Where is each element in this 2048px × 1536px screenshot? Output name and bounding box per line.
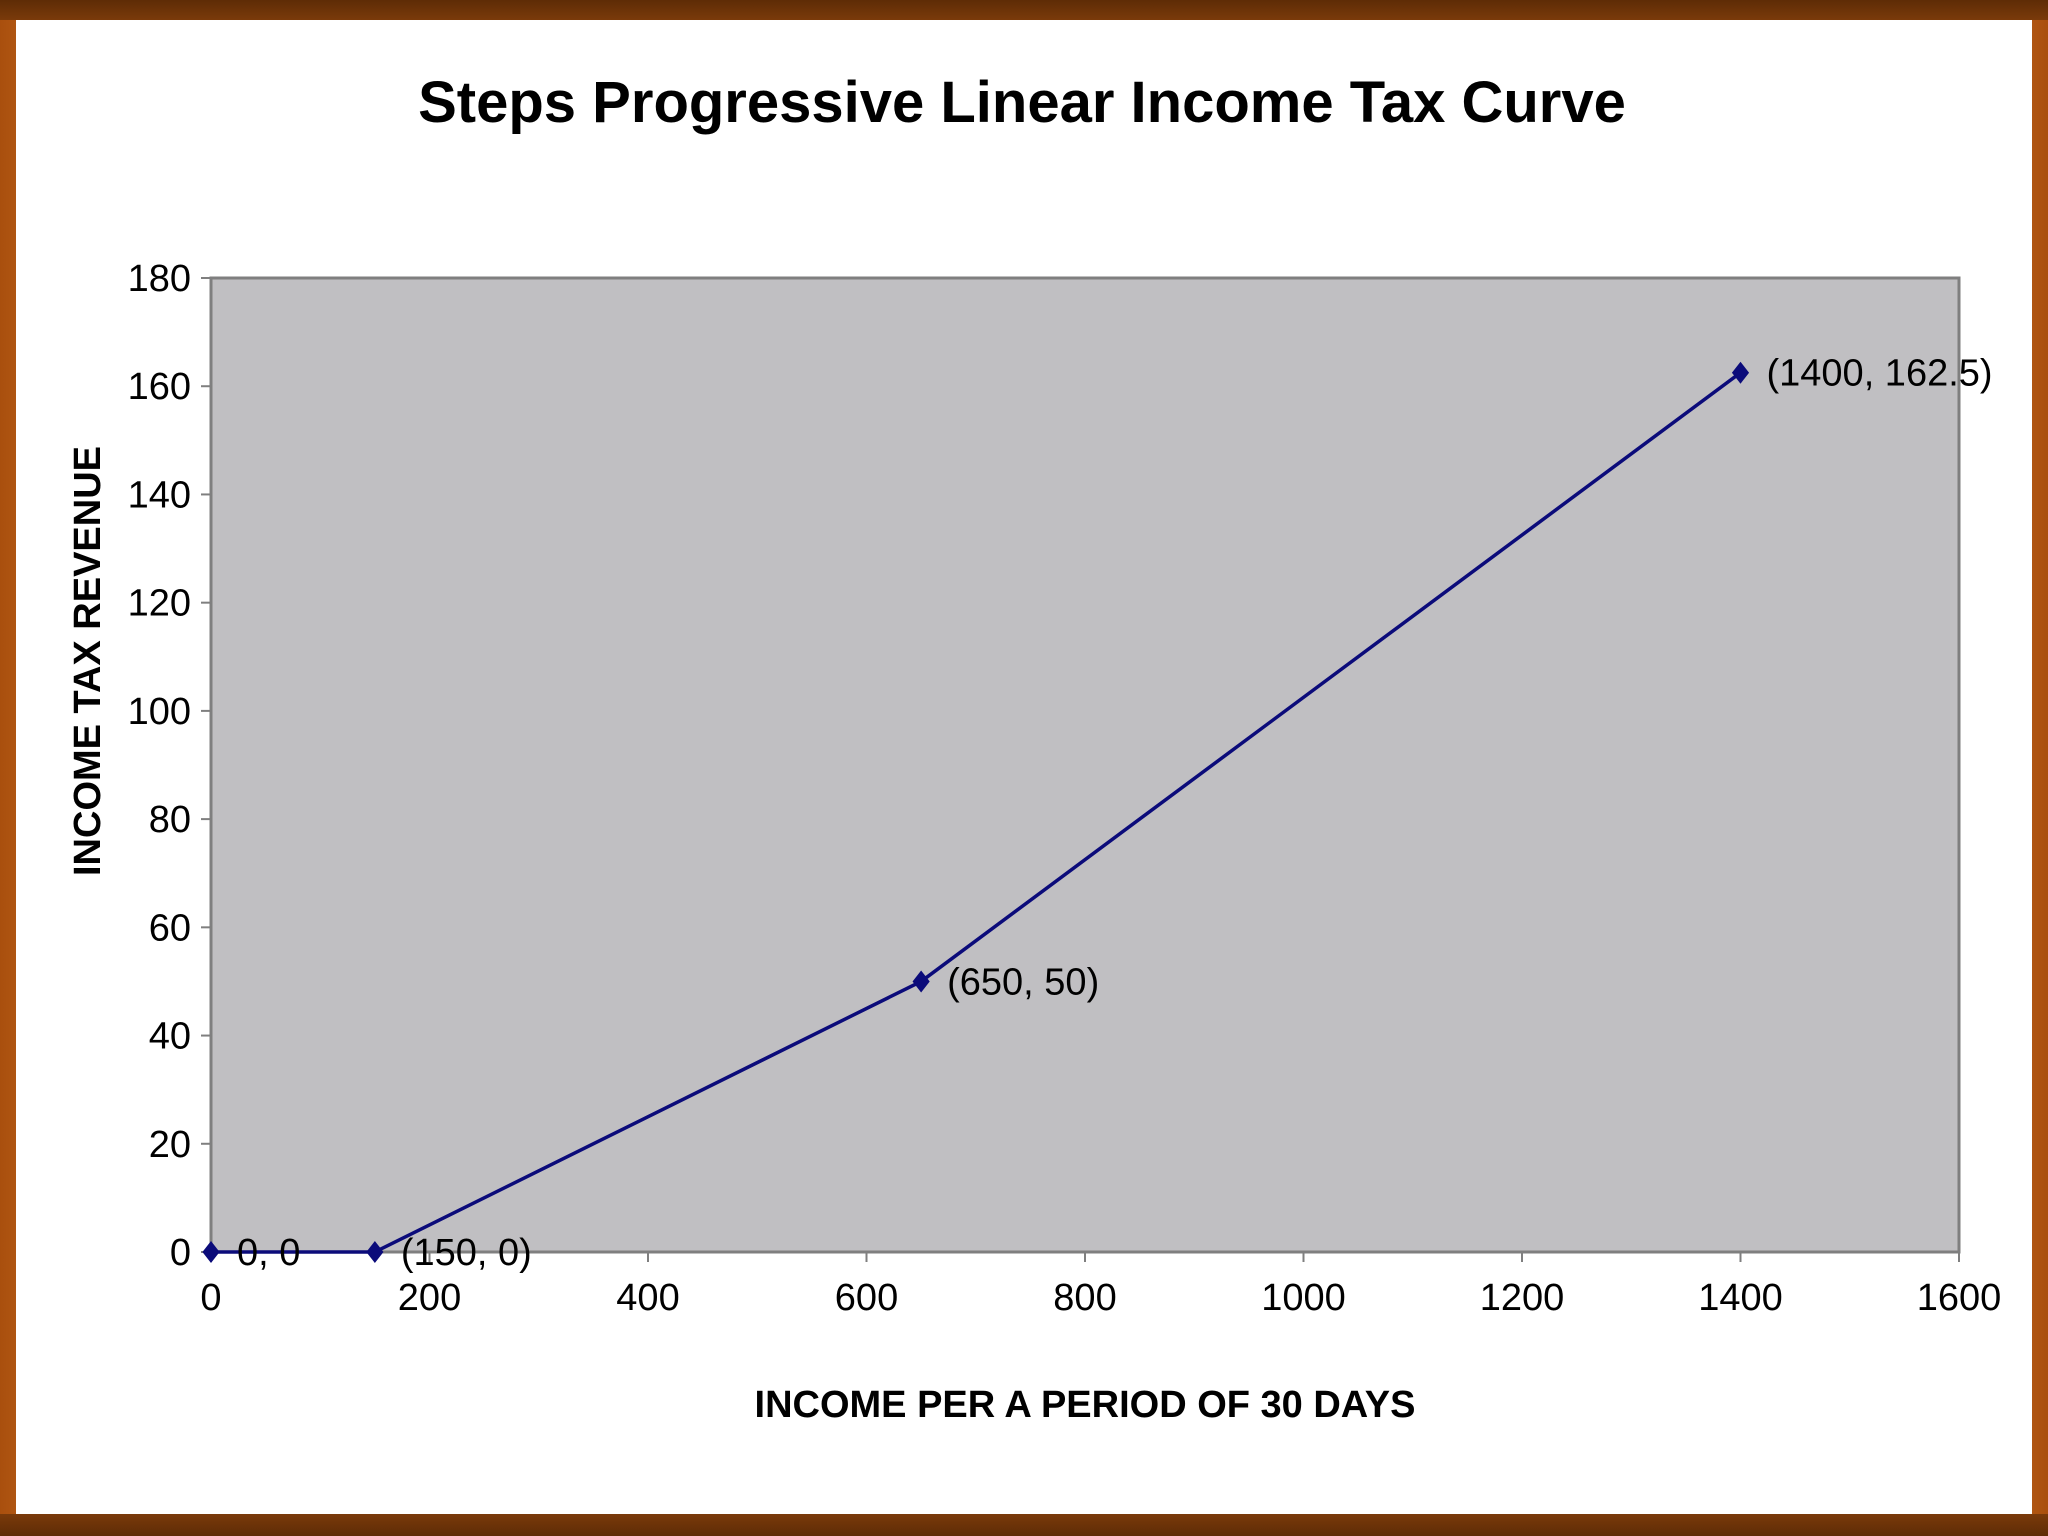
data-point-label: (1400, 162.5) — [1767, 353, 1993, 395]
y-tick-label: 140 — [128, 474, 191, 516]
x-tick-label: 400 — [616, 1277, 679, 1319]
y-axis-title: INCOME TAX REVENUE — [67, 446, 109, 876]
data-point-label: (650, 50) — [947, 961, 1099, 1003]
y-tick-label: 100 — [128, 691, 191, 733]
y-tick-label: 0 — [170, 1232, 191, 1274]
y-tick-label: 40 — [149, 1016, 191, 1058]
chart-title: Steps Progressive Linear Income Tax Curv… — [418, 70, 1626, 135]
line-chart: Steps Progressive Linear Income Tax Curv… — [67, 70, 2001, 1426]
data-point-marker — [912, 970, 930, 993]
y-tick-label: 160 — [128, 366, 191, 408]
data-point-marker — [202, 1241, 220, 1263]
slide-frame-top — [0, 0, 2048, 20]
x-axis: 0 200 400 600 800 1000 1200 1400 1600 — [200, 1252, 2001, 1319]
data-point-marker — [1731, 361, 1750, 384]
y-axis: 0 20 40 60 80 100 120 140 160 180 — [128, 258, 211, 1274]
x-tick-label: 200 — [398, 1277, 461, 1319]
y-tick-label: 20 — [149, 1124, 191, 1166]
data-point-label: (150, 0) — [401, 1232, 532, 1274]
data-point-label: 0, 0 — [237, 1232, 300, 1274]
x-tick-label: 1600 — [1917, 1277, 2002, 1319]
x-tick-label: 1400 — [1698, 1277, 1783, 1319]
slide-panel: Steps Progressive Linear Income Tax Curv… — [16, 20, 2032, 1514]
x-tick-label: 0 — [200, 1277, 221, 1319]
x-axis-title: INCOME PER A PERIOD OF 30 DAYS — [755, 1384, 1416, 1426]
series-layer: 0, 0 (150, 0) (650, 50) (1400, 162.5) — [202, 353, 1993, 1274]
data-point-marker — [366, 1241, 384, 1263]
y-tick-label: 180 — [128, 258, 191, 300]
series-line — [211, 371, 1742, 1254]
x-tick-label: 1200 — [1480, 1277, 1565, 1319]
y-tick-label: 60 — [149, 907, 191, 949]
x-tick-label: 1000 — [1261, 1277, 1346, 1319]
y-tick-label: 120 — [128, 583, 191, 625]
x-tick-label: 800 — [1053, 1277, 1116, 1319]
x-tick-label: 600 — [835, 1277, 898, 1319]
slide-frame-bottom — [0, 1514, 2048, 1536]
y-tick-label: 80 — [149, 799, 191, 841]
plot-area — [209, 276, 1961, 1254]
